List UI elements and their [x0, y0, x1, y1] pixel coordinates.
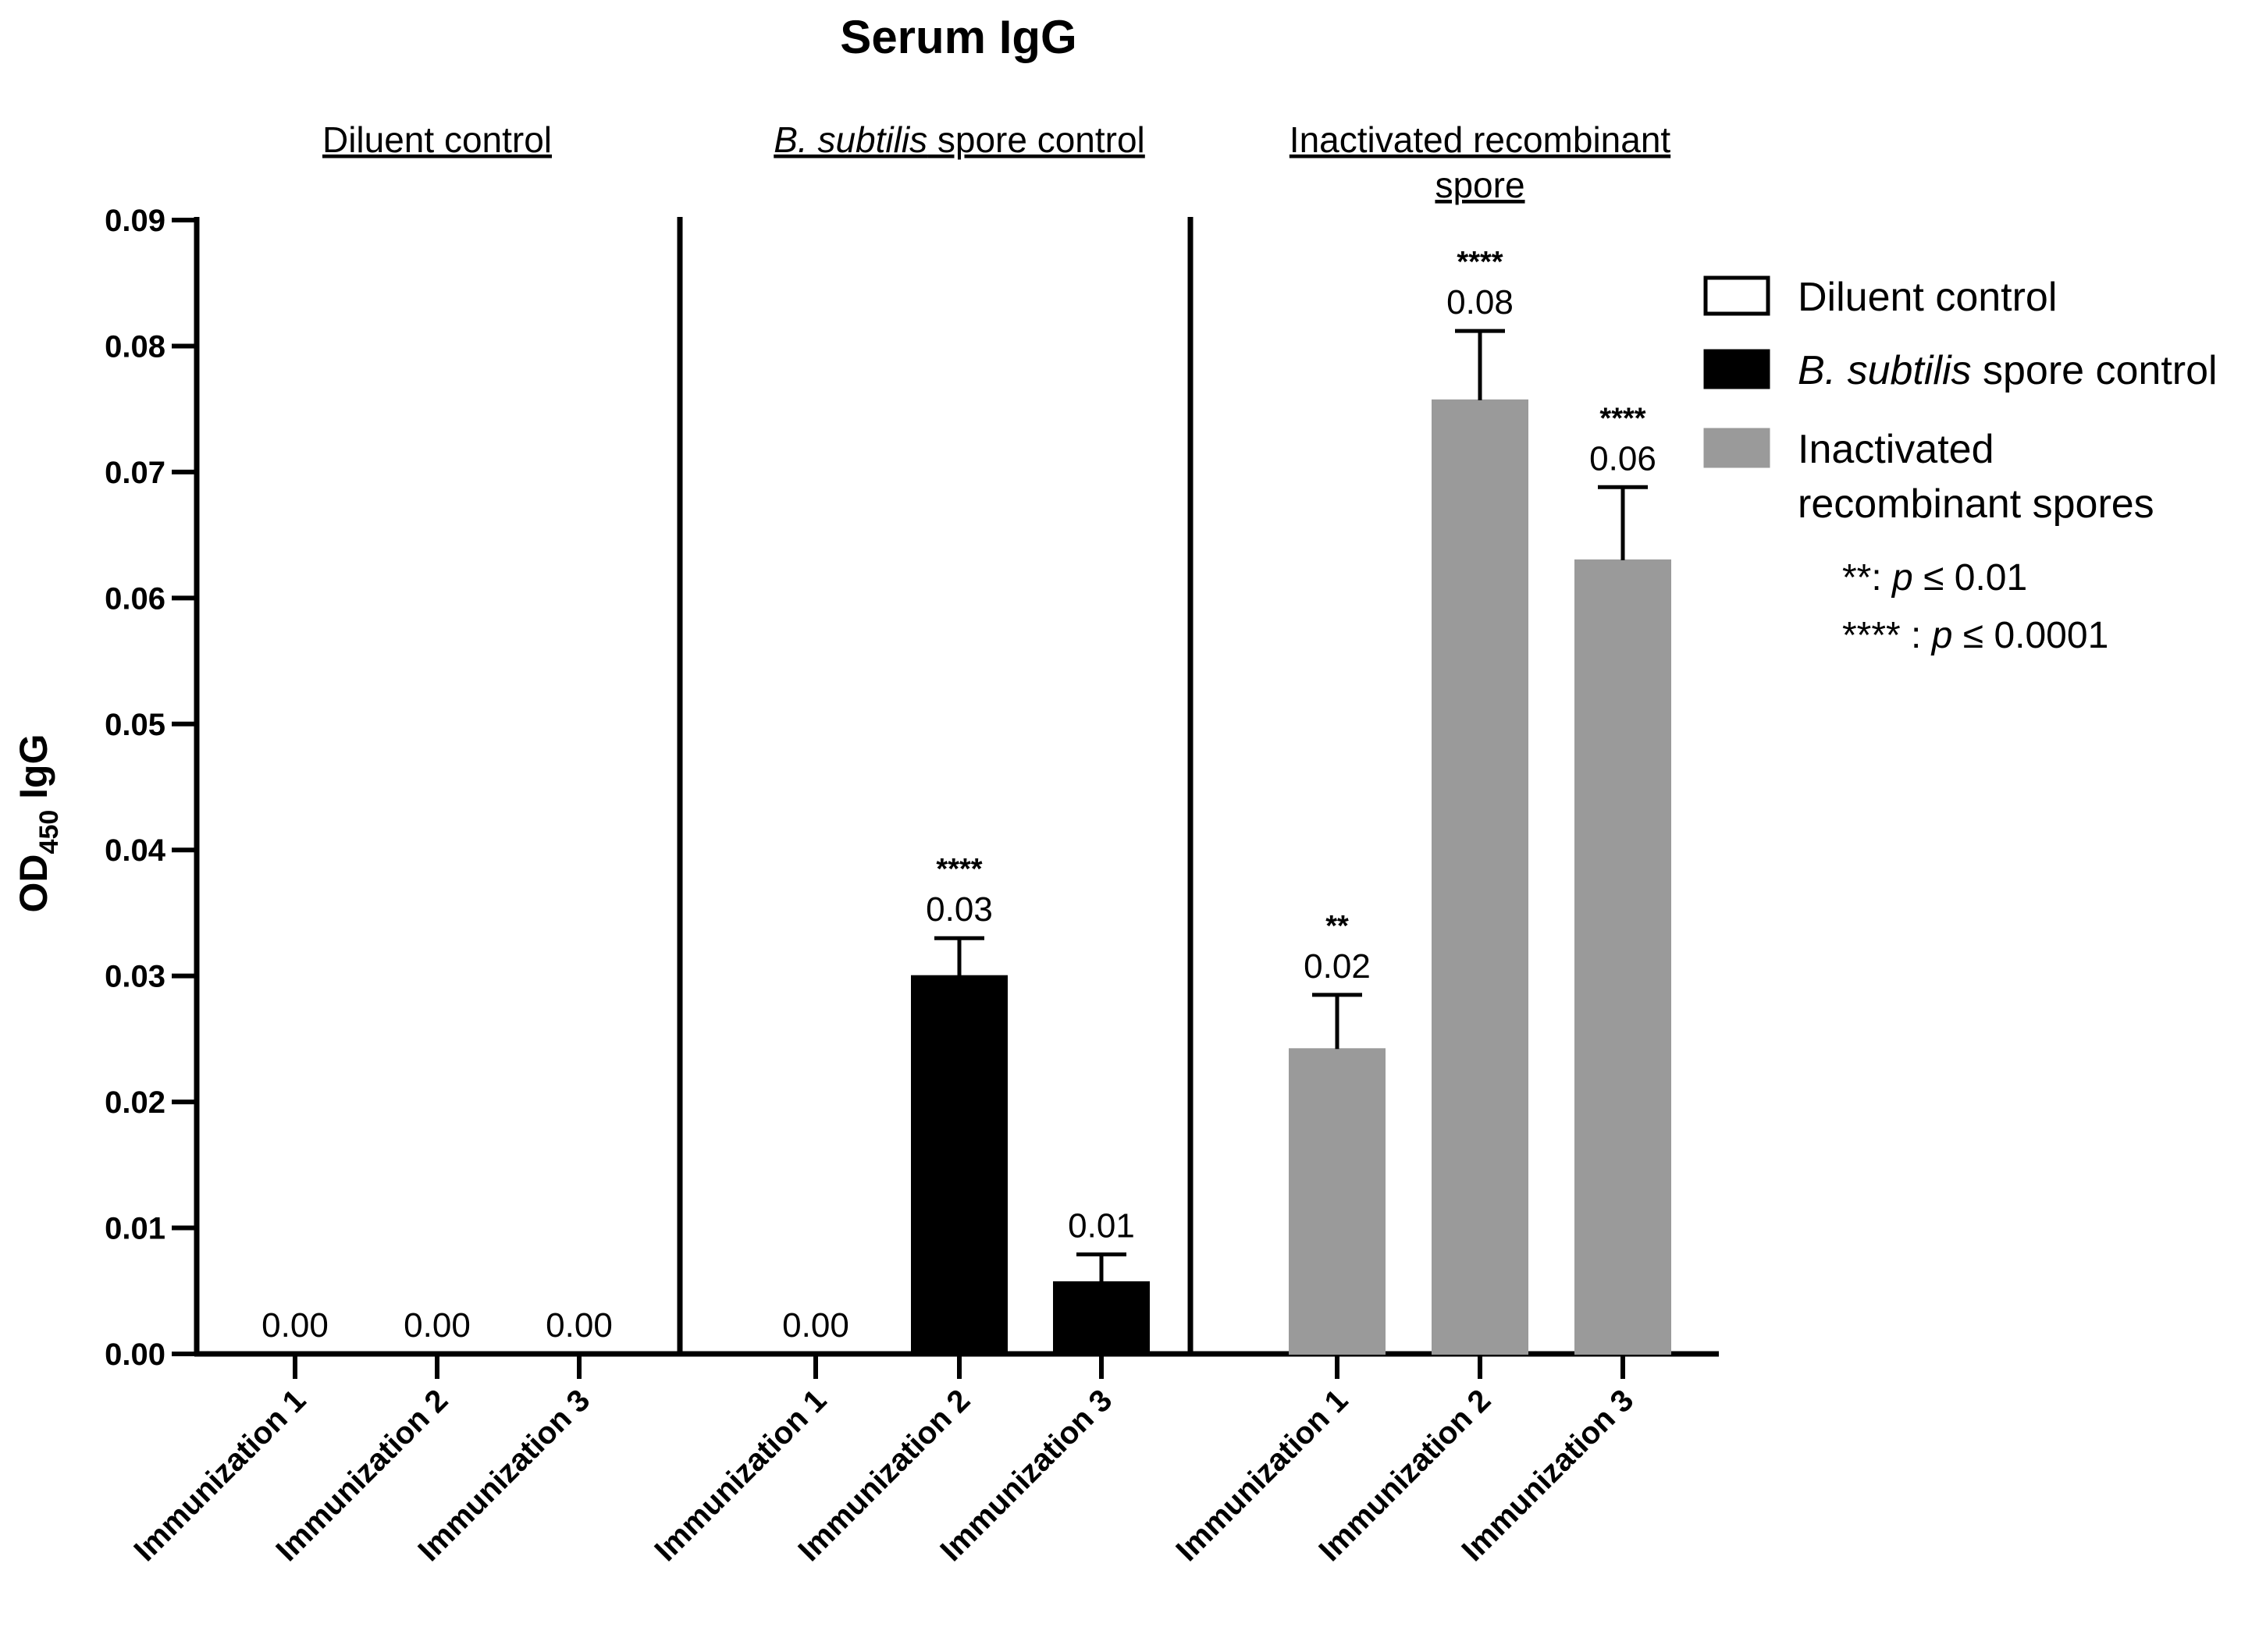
- significance-notes: **: p ≤ 0.01 **** : p ≤ 0.0001: [1842, 557, 2108, 656]
- data-label: 0.08: [1446, 283, 1514, 322]
- bars: 0.00 0.00 0.00 0.00 0.03 **** 0.01 0.02 ** 0.08 **…: [261, 246, 1671, 1355]
- bar-2-3: [1053, 1281, 1150, 1355]
- data-label: 0.03: [926, 890, 993, 929]
- legend-label-italic: B. subtilis: [1798, 348, 1972, 393]
- significance-note-1: **: p ≤ 0.01: [1842, 557, 2027, 599]
- y-tick-label: 0.03: [105, 960, 165, 994]
- legend-label-line: recombinant spores: [1798, 481, 2154, 527]
- legend-label-1: Diluent control: [1798, 275, 2057, 320]
- data-label: 0.06: [1589, 439, 1656, 478]
- legend-label-line: Inactivated: [1798, 427, 1994, 472]
- data-label: 0.00: [404, 1306, 471, 1345]
- note-stars: **: [1842, 557, 1871, 599]
- note-p: p: [1891, 557, 1913, 599]
- chart-title: Serum IgG: [840, 11, 1076, 63]
- y-tick-label: 0.08: [105, 329, 165, 364]
- group-label-1: Diluent control: [322, 119, 552, 160]
- group-label-line: spore: [1435, 165, 1524, 205]
- group-label-italic: B. subtilis: [774, 119, 927, 160]
- y-tick-label: 0.07: [105, 456, 165, 490]
- group-label-2: B. subtilis spore control: [774, 119, 1145, 160]
- note-rest: ≤ 0.0001: [1952, 615, 2108, 656]
- note-stars: ****: [1842, 615, 1901, 656]
- legend-label-line: Diluent control: [1798, 275, 2057, 320]
- significance-label: ****: [1457, 246, 1503, 279]
- y-axis-label-tail: IgG: [12, 734, 55, 810]
- legend: Diluent control B. subtilis spore control…: [1703, 275, 2218, 527]
- y-tick-label: 0.01: [105, 1212, 165, 1246]
- y-tick-label: 0.09: [105, 204, 165, 238]
- legend-swatch-1: [1703, 275, 1770, 316]
- note-rest: ≤ 0.01: [1913, 557, 2027, 599]
- y-tick-label: 0.05: [105, 708, 165, 742]
- y-axis-label: OD450 IgG: [12, 734, 64, 913]
- legend-label-3: Inactivated recombinant spores: [1798, 427, 2154, 527]
- note-p: p: [1930, 615, 1953, 656]
- group-label-line: spore control: [927, 119, 1145, 160]
- y-tick-label: 0.02: [105, 1085, 165, 1120]
- legend-swatch-2: [1703, 349, 1770, 389]
- significance-label: ****: [1599, 402, 1645, 435]
- y-tick-label: 0.06: [105, 581, 165, 616]
- y-axis-label-main: OD: [12, 854, 55, 912]
- group-label-line: Diluent control: [322, 119, 552, 160]
- data-label: 0.02: [1304, 947, 1371, 986]
- legend-swatch-3: [1703, 428, 1770, 468]
- group-label-line: Inactivated recombinant: [1290, 119, 1671, 160]
- significance-note-2: **** : p ≤ 0.0001: [1842, 615, 2108, 656]
- bar-3-3: [1574, 559, 1671, 1355]
- legend-label-2: B. subtilis spore control: [1798, 348, 2218, 393]
- bar-2-2: [911, 975, 1008, 1355]
- y-tick-label: 0.04: [105, 833, 166, 868]
- group-label-3: Inactivated recombinant spore: [1290, 119, 1671, 205]
- group-labels: Diluent control B. subtilis spore control…: [322, 119, 1670, 205]
- data-label: 0.00: [546, 1306, 613, 1345]
- bar-3-2: [1432, 399, 1528, 1355]
- bar-3-1: [1289, 1048, 1386, 1355]
- data-label: 0.00: [261, 1306, 329, 1345]
- y-axis-label-sub: 450: [34, 810, 64, 854]
- y-tick-label: 0.00: [105, 1338, 165, 1372]
- significance-label: ****: [936, 853, 982, 886]
- data-label: 0.00: [782, 1306, 849, 1345]
- data-label: 0.01: [1068, 1206, 1135, 1245]
- significance-label: **: [1325, 910, 1349, 943]
- legend-label-line: spore control: [1972, 348, 2218, 393]
- note-sep: :: [1901, 615, 1932, 656]
- note-sep: :: [1871, 557, 1892, 599]
